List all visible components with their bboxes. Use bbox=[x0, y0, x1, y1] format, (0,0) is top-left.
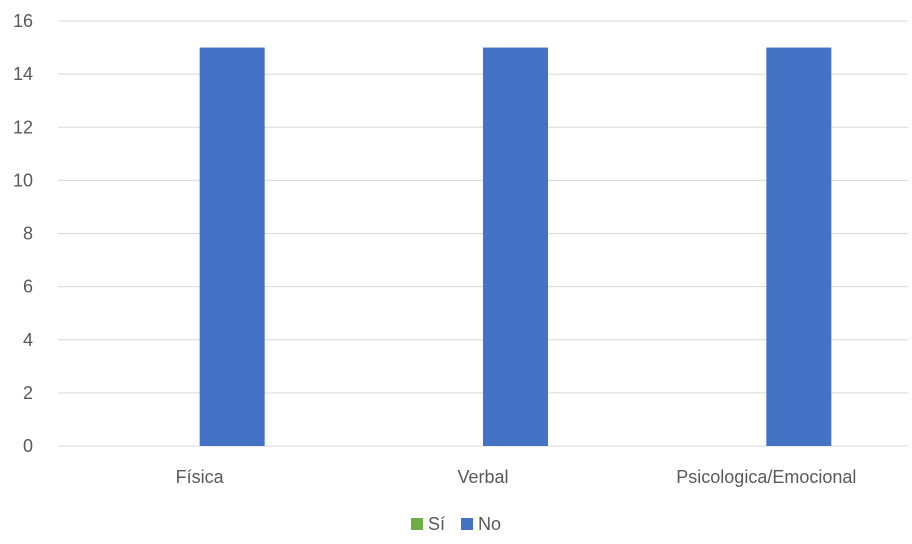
legend-label: No bbox=[478, 514, 501, 534]
bar-no-0 bbox=[199, 47, 265, 446]
y-tick-label: 8 bbox=[23, 224, 33, 244]
y-tick-label: 0 bbox=[23, 436, 33, 456]
bar-no-2 bbox=[766, 47, 832, 446]
bar-no-1 bbox=[483, 47, 548, 446]
x-category-label: Psicologica/Emocional bbox=[676, 467, 856, 487]
y-tick-label: 6 bbox=[23, 277, 33, 297]
y-tick-label: 14 bbox=[13, 64, 33, 84]
legend-swatch bbox=[411, 518, 423, 530]
bars bbox=[199, 47, 832, 446]
y-tick-label: 4 bbox=[23, 330, 33, 350]
legend-swatch bbox=[461, 518, 473, 530]
y-axis-ticks: 0 2 4 6 8 10 12 14 16 bbox=[13, 11, 33, 456]
y-tick-label: 12 bbox=[13, 117, 33, 137]
x-category-label: Física bbox=[176, 467, 225, 487]
y-tick-label: 10 bbox=[13, 170, 33, 190]
legend: Sí No bbox=[411, 514, 501, 534]
x-axis-categories: Física Verbal Psicologica/Emocional bbox=[176, 467, 857, 487]
legend-label: Sí bbox=[428, 514, 445, 534]
x-category-label: Verbal bbox=[457, 467, 508, 487]
y-tick-label: 2 bbox=[23, 383, 33, 403]
y-tick-label: 16 bbox=[13, 11, 33, 31]
